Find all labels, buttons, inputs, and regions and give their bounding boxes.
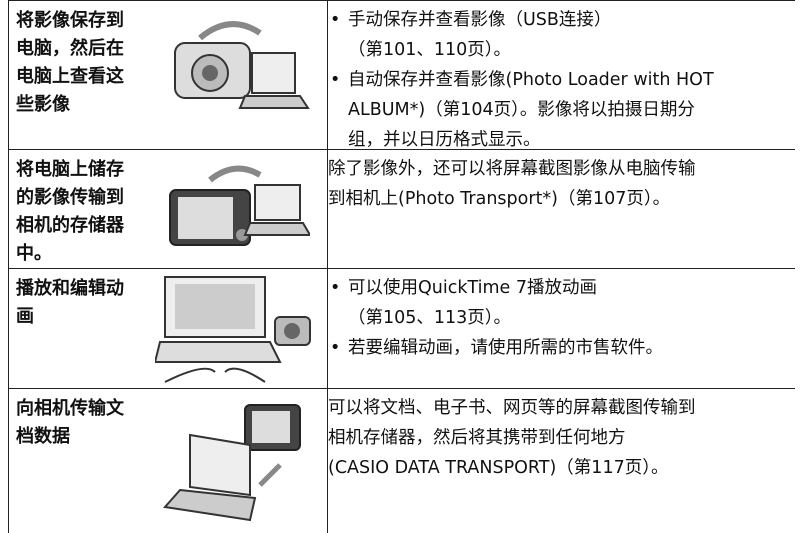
label-line: 的影像传输到 (16, 187, 124, 208)
row-description: • 可以使用QuickTime 7播放动画 （第105、113页）。 • 若要编辑动画，… (328, 273, 663, 363)
text-line: 若要编辑动画，请使用所需的市售软件。 (348, 338, 663, 358)
label-line: 向相机传输文 (16, 398, 124, 419)
row-label: 向相机传输文 档数据 (16, 395, 124, 451)
table-row: 播放和编辑动画 • 可以使用QuickTime 7播放动画 （第105、113页）。 •… (8, 268, 795, 389)
bullet-item: • 若要编辑动画，请使用所需的市售软件。 (328, 333, 663, 363)
label-line: 播放和编辑动 (16, 278, 124, 299)
bullet: • (330, 70, 341, 90)
document-transfer-image (163, 404, 301, 522)
row-description: • 手动保存并查看影像（USB连接） （第101、110页）。 • 自动保存并查看影像(… (328, 5, 714, 155)
text-line: 手动保存并查看影像（USB连接） (348, 10, 612, 30)
bullet: • (330, 338, 341, 358)
column-divider (327, 0, 328, 533)
bullet-item: • 可以使用QuickTime 7播放动画 （第105、113页）。 (328, 273, 663, 333)
label-line: 画 (16, 306, 34, 327)
pc-to-camera-image (169, 165, 310, 246)
text-line: 可以将文档、电子书、网页等的屏幕截图传输到 (328, 398, 696, 418)
label-line: 相机的存储器 (16, 215, 124, 236)
camera-to-pc-image (174, 21, 310, 109)
text-line: 相机存储器，然后将其携带到任何地方 (328, 428, 626, 448)
label-line: 电脑，然后在 (16, 38, 124, 59)
bullet-item: • 自动保存并查看影像(Photo Loader with HOT ALBUM*)（… (328, 65, 714, 155)
label-line: 将电脑上储存 (16, 159, 124, 180)
row-label: 播放和编辑动画 (16, 275, 124, 331)
row-description: 可以将文档、电子书、网页等的屏幕截图传输到 相机存储器，然后将其携带到任何地方 (C… (328, 393, 696, 483)
text-line: 组，并以日历格式显示。 (348, 130, 541, 150)
text-line: 除了影像外，还可以将屏幕截图影像从电脑传输 (328, 159, 696, 179)
text-line: ALBUM*)（第104页）。影像将以拍摄日期分 (348, 100, 695, 120)
table-row: 将电脑上储存 的影像传输到 相机的存储器 中。 除了影像外，还可以将屏幕截图影像从电脑传… (8, 149, 795, 269)
bullet-item: • 手动保存并查看影像（USB连接） （第101、110页）。 (328, 5, 714, 65)
text-line: 可以使用QuickTime 7播放动画 (348, 278, 598, 298)
left-border (8, 0, 9, 533)
table-row: 将影像保存到 电脑，然后在 电脑上查看这 些影像 • 手动保存并查看影像（USB连接） （第… (8, 0, 795, 150)
label-line: 些影像 (16, 94, 70, 115)
label-line: 将影像保存到 (16, 10, 124, 31)
label-line: 档数据 (16, 426, 70, 447)
row-label: 将影像保存到 电脑，然后在 电脑上查看这 些影像 (16, 7, 124, 119)
movie-edit-image (155, 276, 311, 383)
text-line: (CASIO DATA TRANSPORT)（第117页）。 (328, 458, 669, 478)
label-line: 中。 (16, 243, 52, 264)
text-line: （第101、110页）。 (348, 40, 512, 60)
row-label: 将电脑上储存 的影像传输到 相机的存储器 中。 (16, 156, 124, 268)
text-line: （第105、113页）。 (348, 308, 512, 328)
label-line: 电脑上查看这 (16, 66, 124, 87)
text-line: 自动保存并查看影像(Photo Loader with HOT (348, 70, 714, 90)
bullet: • (330, 278, 341, 298)
table-row: 向相机传输文 档数据 可以将文档、电子书、网页等的屏幕截图传输到 相机存储器，然后将其… (8, 388, 795, 533)
row-description: 除了影像外，还可以将屏幕截图影像从电脑传输 到相机上(Photo Transpor… (328, 154, 696, 214)
text-line: 到相机上(Photo Transport*)（第107页）。 (328, 189, 671, 209)
bullet: • (330, 10, 341, 30)
